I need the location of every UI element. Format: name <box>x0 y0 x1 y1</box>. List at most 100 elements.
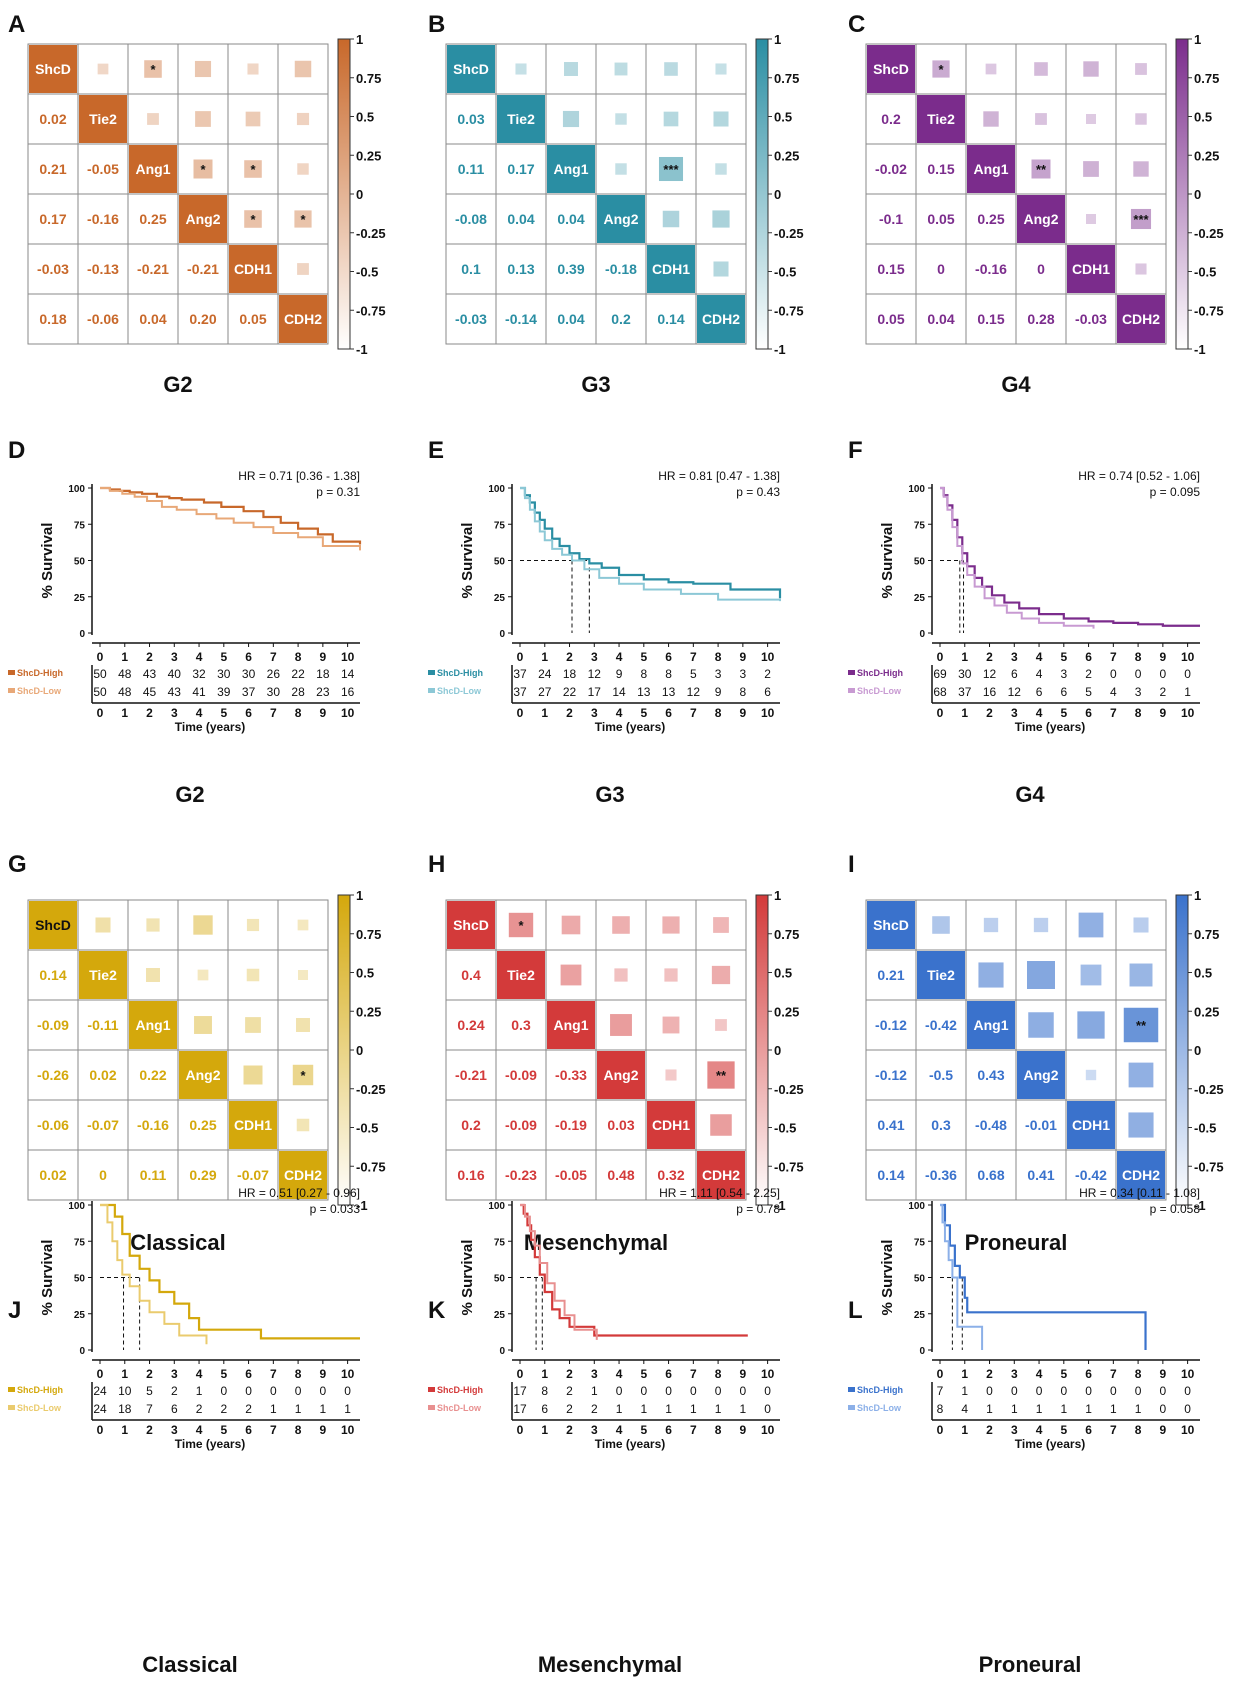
at-risk-x-tick-label: 5 <box>640 1423 647 1437</box>
heatmap-panel-B: ShcD0.03 Tie20.11 0.17 Ang1 ***-0.08 0.04 0.04… <box>446 32 804 397</box>
panel-caption: G4 <box>1015 782 1045 807</box>
at-risk-count: 14 <box>612 685 626 699</box>
correlation-value: 0.21 <box>39 161 66 177</box>
at-risk-count: 1 <box>270 1402 277 1416</box>
gene-label: Tie2 <box>927 111 955 127</box>
at-risk-x-tick-label: 0 <box>517 706 524 720</box>
colorbar-tick-label: 0.25 <box>1194 148 1219 163</box>
at-risk-x-tick-label: 8 <box>715 1423 722 1437</box>
x-tick-label: 7 <box>1110 650 1117 664</box>
colorbar-tick-label: 0.25 <box>1194 1004 1219 1019</box>
x-tick-label: 8 <box>1135 650 1142 664</box>
at-risk-x-tick-label: 6 <box>245 706 252 720</box>
at-risk-count: 30 <box>242 667 256 681</box>
legend-swatch <box>428 688 435 693</box>
y-axis-label: % Survival <box>459 1240 476 1316</box>
correlation-value: -0.02 <box>875 161 907 177</box>
gene-label: ShcD <box>35 61 71 77</box>
at-risk-count: 6 <box>1011 667 1018 681</box>
correlation-square <box>710 1114 732 1136</box>
correlation-value: 0.25 <box>139 211 166 227</box>
at-risk-count: 2 <box>566 1402 573 1416</box>
at-risk-x-tick-label: 2 <box>986 706 993 720</box>
colorbar-tick-label: 0 <box>1194 1043 1201 1058</box>
at-risk-count: 48 <box>118 667 132 681</box>
y-tick-label: 0 <box>919 1346 925 1357</box>
at-risk-count: 0 <box>1011 1384 1018 1398</box>
at-risk-x-tick-label: 4 <box>1036 1423 1043 1437</box>
correlation-value: -0.21 <box>187 261 219 277</box>
at-risk-count: 0 <box>715 1384 722 1398</box>
y-tick-label: 100 <box>68 484 85 495</box>
correlation-value: 0.43 <box>977 1067 1004 1083</box>
correlation-value: -0.16 <box>87 211 119 227</box>
panel-letter: H <box>428 851 445 878</box>
correlation-square <box>146 918 159 931</box>
correlation-value: 0 <box>1037 261 1045 277</box>
at-risk-count: 18 <box>563 667 577 681</box>
correlation-value: 0.04 <box>139 311 166 327</box>
at-risk-count: 0 <box>764 1402 771 1416</box>
x-tick-label: 0 <box>937 650 944 664</box>
gene-label: Tie2 <box>89 967 117 983</box>
correlation-square <box>247 919 259 931</box>
gene-label: Ang2 <box>186 211 221 227</box>
correlation-value: 0.24 <box>457 1017 484 1033</box>
at-risk-count: 2 <box>566 1384 573 1398</box>
x-axis-label: Time (years) <box>1015 720 1085 734</box>
correlation-value: 0 <box>99 1167 107 1183</box>
correlation-square <box>297 163 308 174</box>
correlation-square <box>564 62 578 76</box>
at-risk-count: 3 <box>1135 685 1142 699</box>
x-tick-label: 8 <box>1135 1367 1142 1381</box>
at-risk-count: 18 <box>118 1402 132 1416</box>
p-value: p = 0.058 <box>1150 1202 1201 1216</box>
x-tick-label: 3 <box>171 1367 178 1381</box>
y-axis-label: % Survival <box>879 1240 896 1316</box>
correlation-square <box>245 1017 261 1033</box>
hazard-ratio: HR = 0.34 [0.11 - 1.08] <box>1079 1186 1200 1200</box>
correlation-square <box>244 1066 263 1085</box>
colorbar-tick-label: -0.25 <box>1194 1082 1224 1097</box>
x-tick-label: 5 <box>640 650 647 664</box>
gene-label: CDH2 <box>1122 311 1160 327</box>
at-risk-x-tick-label: 6 <box>245 1423 252 1437</box>
y-tick-label: 0 <box>919 629 925 640</box>
colorbar-tick-label: 1 <box>1194 888 1201 903</box>
gene-label: ShcD <box>453 61 489 77</box>
correlation-value: 0.29 <box>189 1167 216 1183</box>
legend-label: ShcD-Low <box>857 686 902 696</box>
correlation-square <box>1034 918 1048 932</box>
correlation-value: 0.04 <box>557 211 584 227</box>
x-tick-label: 6 <box>665 650 672 664</box>
at-risk-count: 1 <box>1085 1402 1092 1416</box>
correlation-square <box>1133 917 1148 932</box>
heatmap-panel-C: ShcD *0.2 Tie2-0.02 0.15 Ang1 **-0.1 0.05 0.25 A… <box>866 32 1224 397</box>
at-risk-count: 6 <box>1060 685 1067 699</box>
correlation-value: -0.16 <box>975 261 1007 277</box>
correlation-square <box>712 966 730 984</box>
panel-caption: G3 <box>595 782 624 807</box>
legend-label: ShcD-High <box>17 668 63 678</box>
at-risk-x-tick-label: 5 <box>220 1423 227 1437</box>
at-risk-x-tick-label: 5 <box>1060 706 1067 720</box>
panel-caption: G4 <box>1001 372 1031 397</box>
at-risk-count: 0 <box>1184 1384 1191 1398</box>
colorbar-tick-label: 0.25 <box>774 1004 799 1019</box>
correlation-square <box>297 1119 310 1132</box>
correlation-square <box>562 916 581 935</box>
legend-label: ShcD-High <box>437 1385 483 1395</box>
at-risk-count: 24 <box>93 1384 107 1398</box>
legend-label: ShcD-Low <box>437 686 482 696</box>
panel-caption: G3 <box>581 372 610 397</box>
at-risk-count: 9 <box>715 685 722 699</box>
at-risk-x-tick-label: 4 <box>1036 706 1043 720</box>
correlation-square <box>983 111 998 126</box>
colorbar-tick-label: 0.5 <box>1194 110 1212 125</box>
correlation-square <box>1086 1070 1096 1080</box>
correlation-value: 0.4 <box>461 967 481 983</box>
at-risk-count: 1 <box>715 1402 722 1416</box>
gene-label: CDH2 <box>702 1167 740 1183</box>
hazard-ratio: HR = 0.51 [0.27 - 0.96] <box>238 1186 360 1200</box>
